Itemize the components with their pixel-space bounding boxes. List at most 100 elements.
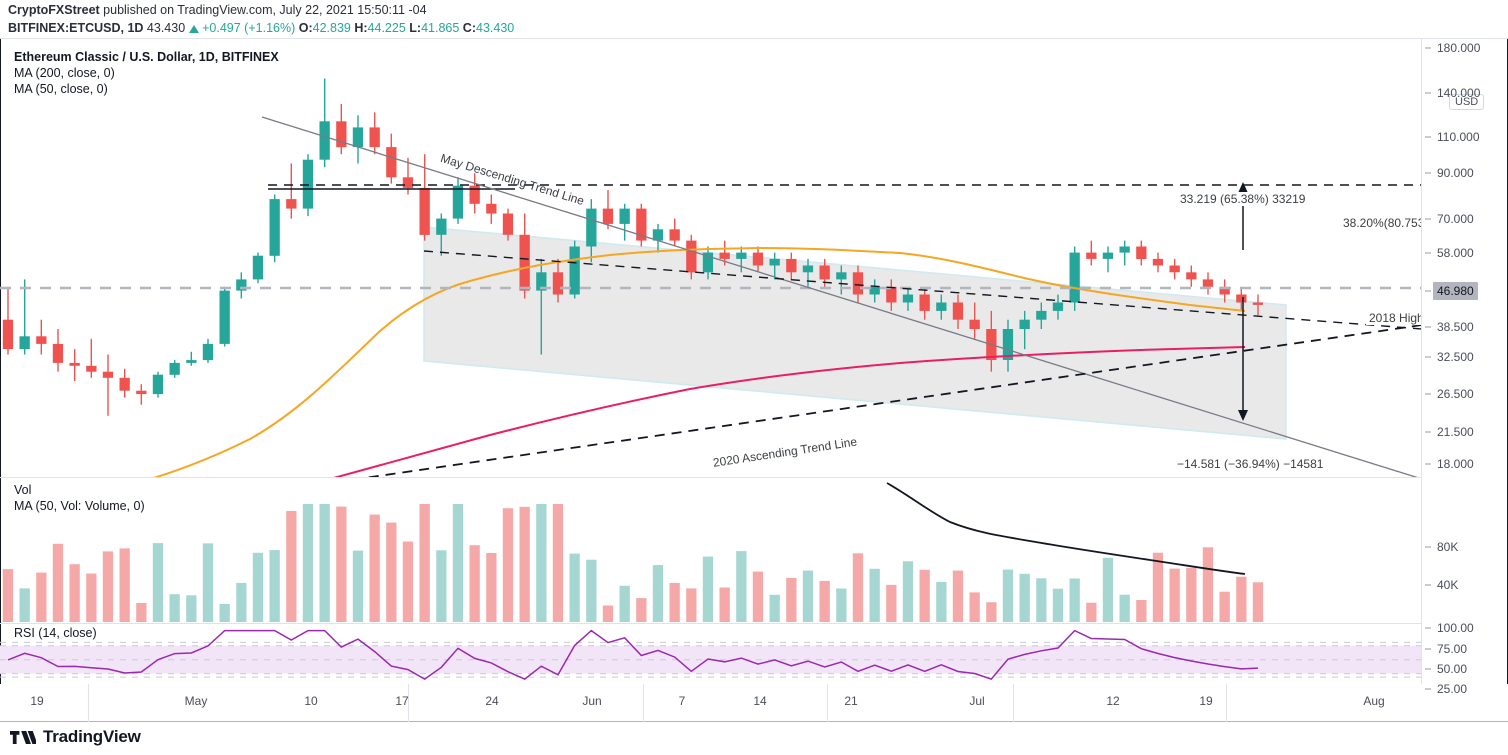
chart-header: CryptoFXStreet published on TradingView.… — [0, 0, 1508, 38]
volume-axis-tick — [1425, 546, 1431, 548]
plot-area[interactable]: Ethereum Classic / U.S. Dollar, 1D, BITF… — [0, 39, 1422, 684]
attribution-rest: published on TradingView.com, July 22, 2… — [99, 3, 427, 17]
price-axis-label: 21.500 — [1437, 424, 1474, 439]
rsi-axis-tick — [1425, 668, 1431, 670]
price-axis-tick — [1425, 218, 1431, 220]
attribution-brand: CryptoFXStreet — [8, 3, 100, 17]
time-axis-separator — [827, 684, 828, 722]
price-axis-label: 26.500 — [1437, 387, 1474, 402]
time-axis-label: May — [184, 694, 208, 708]
price-axis-tick — [1425, 463, 1431, 465]
chart-frame[interactable]: Ethereum Classic / U.S. Dollar, 1D, BITF… — [0, 38, 1508, 722]
quote-line: BITFINEX:ETCUSD, 1D 43.430 +0.497 (+1.16… — [8, 21, 514, 35]
rsi-legend: RSI (14, close) — [14, 626, 97, 641]
price-axis-label: 18.000 — [1437, 457, 1474, 471]
rsi-legend-label: RSI (14, close) — [14, 626, 97, 640]
price-axis-tick — [1425, 252, 1431, 254]
price-axis-tick — [1425, 172, 1431, 174]
measure-down-label: −14.581 (−36.94%) −14581 — [1177, 457, 1324, 471]
time-axis-label: 7 — [678, 694, 686, 708]
rsi-axis-tick — [1425, 648, 1431, 650]
time-axis-label: 19 — [1199, 694, 1213, 708]
plot-left-border — [0, 39, 1, 684]
price-axis-tick — [1425, 393, 1431, 395]
price-axis[interactable]: USD 180.000 140.000 110.000 90.000 70.000 58.… — [1423, 39, 1508, 696]
volume-axis-tick — [1425, 584, 1431, 586]
volume-axis-label: 80K — [1437, 540, 1459, 554]
ma50-legend: MA (50, close, 0) — [14, 82, 108, 96]
time-axis-label: 12 — [1106, 694, 1120, 708]
last-price: 43.430 — [146, 21, 186, 35]
price-axis-tick — [1425, 431, 1431, 433]
rsi-axis-label: 100.00 — [1437, 621, 1474, 635]
high-label: H: — [354, 21, 368, 35]
open-value: 42.839 — [312, 21, 351, 35]
ma200-legend: MA (200, close, 0) — [14, 66, 115, 80]
price-axis-label: 180.000 — [1437, 41, 1481, 55]
time-axis-separator — [643, 684, 644, 722]
tradingview-logo-icon — [10, 730, 36, 744]
price-axis-label: 58.000 — [1437, 245, 1474, 260]
volume-axis-label: 40K — [1437, 578, 1459, 592]
time-axis[interactable]: 19 May 10 17 24 Jun 7 14 21 Jul 12 19 Aug — [0, 684, 1508, 722]
vol-legend-label: Vol — [14, 483, 32, 497]
time-axis-separator — [408, 684, 409, 722]
price-axis-label: 32.500 — [1437, 350, 1474, 365]
price-pane[interactable] — [0, 39, 1421, 477]
low-value: 41.865 — [421, 21, 460, 35]
price-axis-tick — [1425, 356, 1431, 358]
low-label: L: — [409, 21, 422, 35]
rsi-axis-tick — [1425, 688, 1431, 690]
rsi-axis-label: 75.00 — [1437, 642, 1468, 656]
price-axis-label: 90.000 — [1437, 166, 1474, 181]
time-axis-separator — [1226, 684, 1227, 722]
time-axis-label: Jun — [582, 694, 602, 708]
fib-level-label: 38.20%(80.753) — [1343, 216, 1422, 230]
price-axis-label: 70.000 — [1437, 211, 1474, 226]
tradingview-logo-text: TradingView — [43, 727, 141, 746]
close-label: C: — [462, 21, 476, 35]
price-axis-tick — [1425, 47, 1431, 49]
price-legend: Ethereum Classic / U.S. Dollar, 1D, BITF… — [14, 49, 279, 97]
price-axis-tick — [1425, 290, 1431, 292]
high-value: 44.225 — [367, 21, 406, 35]
price-axis-tick — [1425, 326, 1431, 328]
open-label: O: — [298, 21, 313, 35]
time-axis-label: 10 — [304, 694, 318, 708]
rsi-axis-tick — [1425, 627, 1431, 629]
high-2018-label: 2018 High — [1366, 311, 1421, 325]
price-chart-svg — [0, 78, 1421, 477]
time-axis-label: Aug — [1363, 694, 1385, 708]
rsi-axis-label: 50.00 — [1437, 662, 1468, 676]
time-axis-label: 24 — [485, 694, 499, 708]
close-value: 43.430 — [476, 21, 515, 35]
tradingview-logo[interactable]: TradingView — [10, 727, 141, 747]
price-legend-title: Ethereum Classic / U.S. Dollar, 1D, BITF… — [14, 50, 279, 64]
price-axis-tick — [1425, 136, 1431, 138]
chart-footer: TradingView — [0, 722, 1508, 755]
measure-up-label: 33.219 (65.38%) 33219 — [1180, 192, 1306, 206]
volume-chart-svg — [2, 482, 1264, 622]
rsi-pane[interactable]: RSI (14, close) — [0, 623, 1421, 684]
time-axis-label: Jul — [969, 694, 985, 708]
volume-pane[interactable]: Vol MA (50, Vol: Volume, 0) — [0, 477, 1421, 623]
attribution-line: CryptoFXStreet published on TradingView.… — [8, 3, 427, 17]
price-axis-label: 38.500 — [1437, 319, 1474, 334]
time-axis-separator — [88, 684, 89, 722]
rsi-axis-label: 25.00 — [1437, 682, 1468, 696]
time-axis-label: 21 — [844, 694, 858, 708]
time-axis-label: 17 — [395, 694, 409, 708]
currency-badge: USD — [1449, 94, 1485, 110]
volume-legend: Vol MA (50, Vol: Volume, 0) — [14, 482, 145, 514]
price-change: +0.497 (+1.16%) — [202, 21, 296, 35]
rsi-chart-svg — [0, 629, 1421, 680]
time-axis-label: 14 — [753, 694, 767, 708]
price-axis-label: 140.000 — [1437, 86, 1481, 101]
time-axis-label: 19 — [30, 694, 44, 708]
time-axis-separator — [1013, 684, 1014, 722]
price-axis-label: 110.000 — [1437, 129, 1480, 144]
vol-ma-legend-label: MA (50, Vol: Volume, 0) — [14, 499, 145, 513]
price-axis-current-label: 46.980 — [1433, 281, 1478, 300]
symbol-label: BITFINEX:ETCUSD, 1D — [8, 21, 144, 35]
triangle-up-icon — [188, 25, 199, 33]
